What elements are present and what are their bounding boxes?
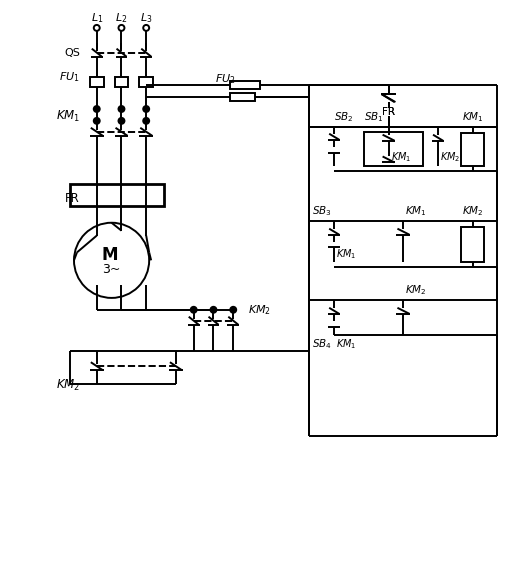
Text: $L_2$: $L_2$ (115, 11, 127, 25)
Text: $SB_2$: $SB_2$ (333, 110, 353, 124)
Text: $L_1$: $L_1$ (91, 11, 103, 25)
Circle shape (74, 223, 149, 298)
Circle shape (94, 25, 100, 31)
Text: $KM_1$: $KM_1$ (55, 110, 80, 125)
Text: $KM_2$: $KM_2$ (439, 151, 460, 164)
Text: QS: QS (64, 48, 80, 57)
Text: 3~: 3~ (102, 263, 121, 276)
Circle shape (190, 307, 196, 313)
Bar (363, 132, 422, 166)
Circle shape (143, 118, 149, 124)
Text: $KM_2$: $KM_2$ (405, 283, 426, 297)
Circle shape (94, 118, 100, 124)
Text: $KM_2$: $KM_2$ (461, 204, 483, 218)
Bar (230, 81, 260, 89)
Text: $KM_1$: $KM_1$ (390, 151, 410, 164)
Text: FR: FR (381, 107, 394, 117)
Bar (460, 227, 484, 262)
Text: $FU_1$: $FU_1$ (59, 70, 80, 84)
Text: $KM_1$: $KM_1$ (461, 110, 483, 124)
Circle shape (210, 307, 216, 313)
Bar (139, 77, 153, 87)
Text: $SB_1$: $SB_1$ (363, 110, 383, 124)
Circle shape (143, 25, 149, 31)
Circle shape (118, 118, 124, 124)
Circle shape (230, 307, 236, 313)
Bar (230, 93, 254, 101)
Bar (90, 77, 103, 87)
Text: $L_3$: $L_3$ (139, 11, 152, 25)
Text: $FU_2$: $FU_2$ (215, 72, 236, 86)
Circle shape (118, 25, 124, 31)
Text: FR: FR (381, 107, 394, 117)
Text: $KM_1$: $KM_1$ (405, 204, 426, 218)
Text: $SB_3$: $SB_3$ (312, 204, 331, 218)
Bar (460, 133, 484, 166)
Bar (115, 77, 128, 87)
Text: FR: FR (65, 191, 80, 205)
Text: $KM_2$: $KM_2$ (55, 378, 80, 393)
Text: $KM_1$: $KM_1$ (335, 248, 356, 262)
Circle shape (94, 106, 100, 112)
Circle shape (118, 106, 124, 112)
Bar (70, 184, 164, 206)
Circle shape (143, 106, 149, 112)
Text: $KM_2$: $KM_2$ (247, 303, 271, 317)
Text: $SB_4$: $SB_4$ (312, 338, 331, 351)
Text: $KM_1$: $KM_1$ (335, 338, 356, 351)
Text: M: M (101, 246, 118, 264)
